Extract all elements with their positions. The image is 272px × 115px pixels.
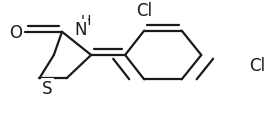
Text: O: O <box>9 24 22 41</box>
Text: Cl: Cl <box>136 2 152 20</box>
Text: Cl: Cl <box>249 57 265 75</box>
Text: H: H <box>81 14 91 28</box>
Text: S: S <box>42 80 53 98</box>
Text: N: N <box>74 21 86 39</box>
